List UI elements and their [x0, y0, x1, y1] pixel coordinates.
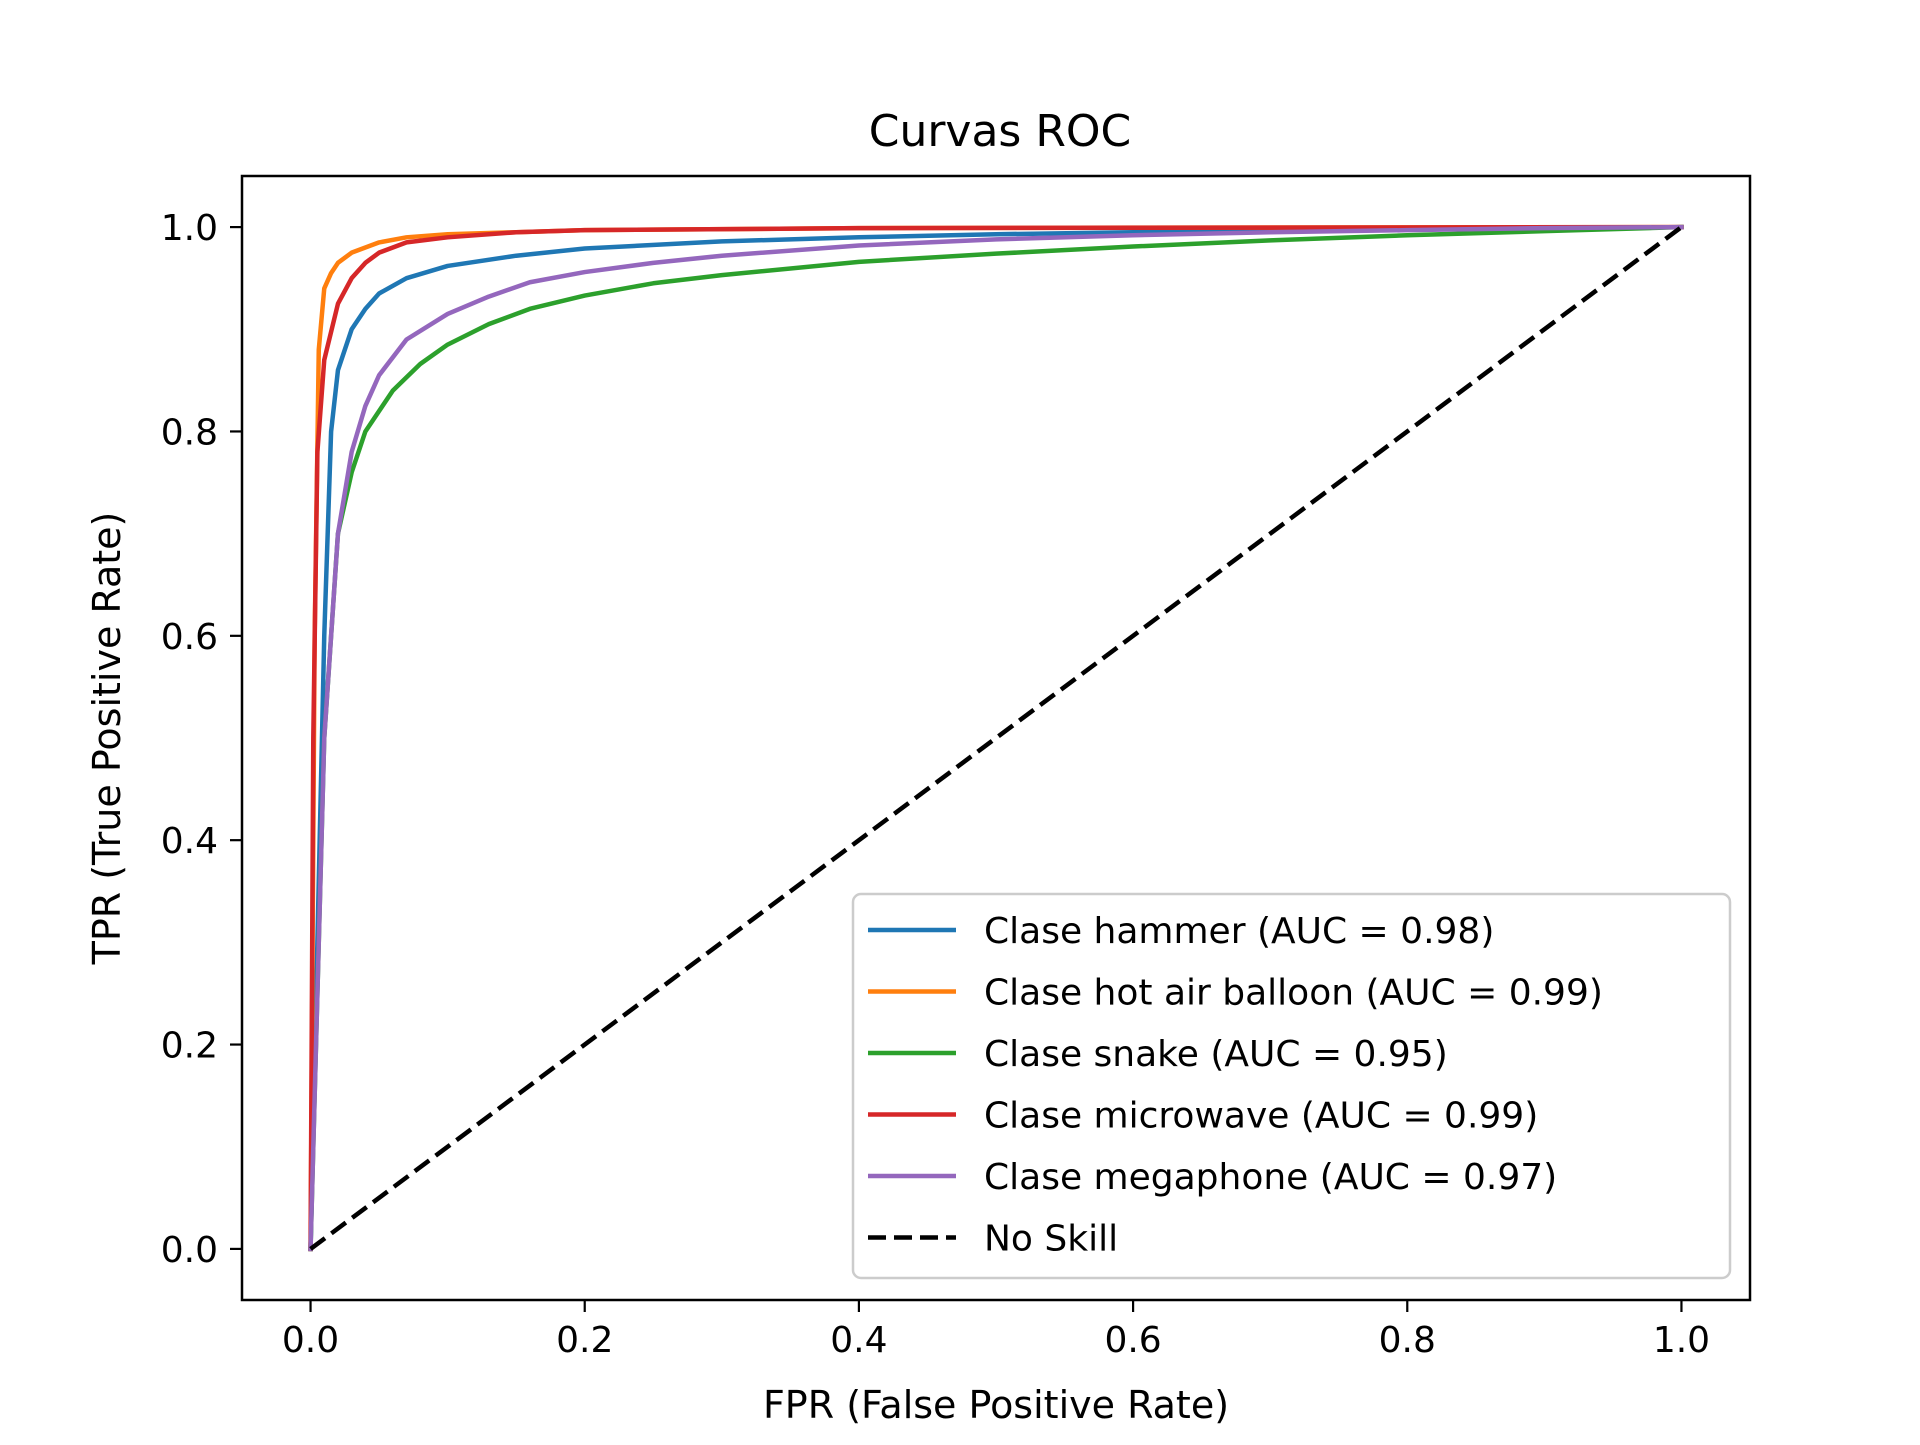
x-tick-label: 0.6 — [1104, 1320, 1161, 1361]
y-axis-label: TPR (True Positive Rate) — [85, 512, 129, 966]
y-tick-label: 0.6 — [161, 617, 218, 658]
legend-label-2: Clase snake (AUC = 0.95) — [984, 1034, 1448, 1075]
y-axis-ticks: 0.0 0.2 0.4 0.6 0.8 1.0 — [161, 208, 242, 1271]
legend-label-3: Clase microwave (AUC = 0.99) — [984, 1096, 1538, 1137]
legend: Clase hammer (AUC = 0.98) Clase hot air b… — [851, 892, 1732, 1280]
y-tick-label: 0.0 — [161, 1230, 218, 1271]
legend-entries: Clase hammer (AUC = 0.98) Clase hot air b… — [868, 911, 1603, 1260]
x-axis-ticks: 0.0 0.2 0.4 0.6 0.8 1.0 — [282, 1300, 1710, 1361]
y-tick-label: 0.4 — [161, 821, 218, 862]
x-tick-label: 0.2 — [556, 1320, 613, 1361]
y-tick-label: 0.2 — [161, 1026, 218, 1067]
plot-frame — [240, 174, 1752, 1302]
legend-label-4: Clase megaphone (AUC = 0.97) — [984, 1157, 1557, 1198]
x-tick-label: 0.8 — [1379, 1320, 1436, 1361]
x-tick-label: 1.0 — [1653, 1320, 1710, 1361]
series-line-4 — [308, 224, 1684, 1252]
y-tick-label: 1.0 — [161, 208, 218, 249]
legend-label-0: Clase hammer (AUC = 0.98) — [984, 911, 1494, 952]
legend-label-1: Clase hot air balloon (AUC = 0.99) — [984, 973, 1603, 1014]
x-tick-label: 0.0 — [282, 1320, 339, 1361]
series-line-3 — [308, 224, 1684, 1252]
y-tick-label: 0.8 — [161, 412, 218, 453]
legend-label-5: No Skill — [984, 1219, 1118, 1260]
series-layer — [308, 224, 1684, 1252]
x-tick-label: 0.4 — [830, 1320, 887, 1361]
x-axis-label: FPR (False Positive Rate) — [763, 1383, 1229, 1427]
legend-box — [851, 892, 1732, 1280]
chart-title: Curvas ROC — [869, 106, 1132, 157]
